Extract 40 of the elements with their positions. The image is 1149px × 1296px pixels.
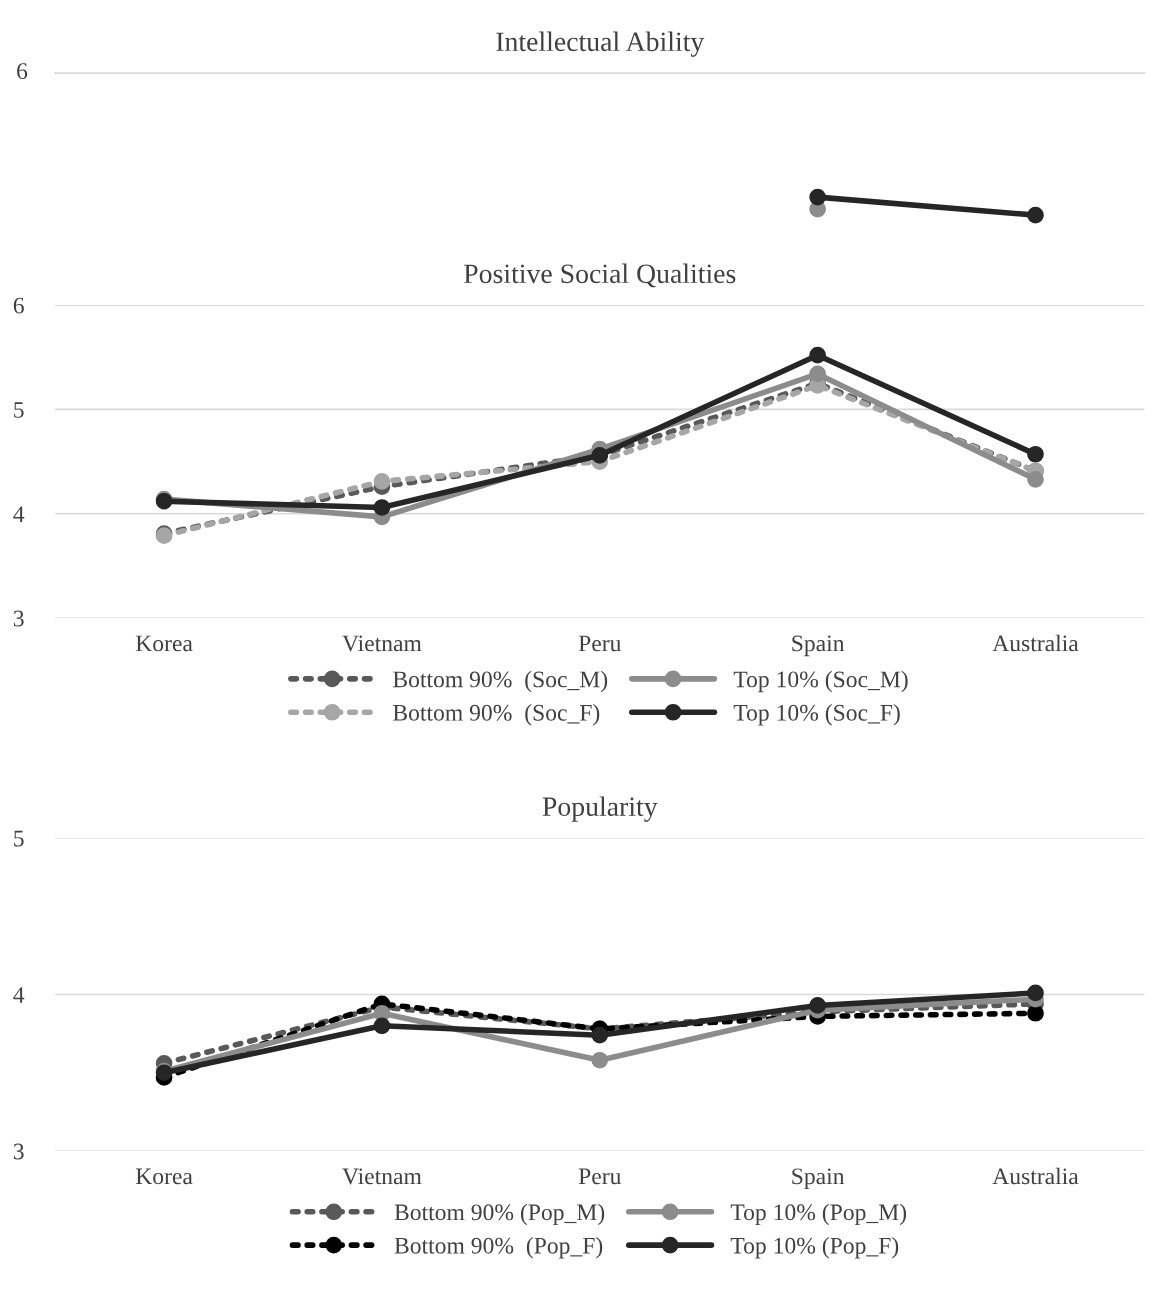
point	[809, 997, 826, 1014]
chart-title: Positive Social Qualities	[464, 263, 736, 288]
y-tick-label: 6	[13, 297, 24, 314]
point	[591, 1026, 609, 1044]
x-tick-label: Spain	[792, 635, 845, 657]
point	[373, 499, 391, 516]
x-tick-label: Australia	[992, 634, 1079, 652]
point	[809, 365, 826, 383]
y-tick-label: 4	[13, 506, 25, 522]
point	[373, 1017, 391, 1035]
point	[1027, 470, 1044, 488]
y-tick-label: 3	[13, 610, 24, 627]
point	[1027, 984, 1044, 1002]
x-tick-label: Spain	[792, 1168, 845, 1190]
point	[1027, 445, 1044, 463]
legend-label: Top 10% (Soc_F)	[733, 704, 900, 726]
x-tick-label: Peru	[578, 635, 622, 652]
legend-label: Top 10% (Soc_M)	[733, 670, 908, 693]
point	[1027, 1004, 1044, 1022]
legend-label: Top 10% (Pop_M)	[730, 1203, 907, 1226]
legend-label: Bottom 90% (Pop_F)	[394, 1237, 603, 1259]
x-tick-label: Vietnam	[342, 1168, 422, 1185]
y-tick-label: 5	[14, 402, 24, 418]
chart-title: Intellectual Ability	[496, 31, 705, 57]
y-tick-label: 3	[13, 1143, 24, 1160]
legend-label: Bottom 90% (Pop_M)	[394, 1203, 605, 1226]
x-tick-label: Korea	[135, 635, 193, 652]
x-tick-label: Vietnam	[342, 635, 422, 652]
point	[809, 346, 826, 364]
chart-title: Popularity	[542, 796, 658, 822]
y-tick-label: 4	[13, 987, 25, 1003]
x-tick-label: Peru	[578, 1168, 622, 1185]
point	[591, 1051, 609, 1069]
point	[373, 473, 391, 490]
legend-label: Bottom 90% (Soc_M)	[393, 670, 608, 693]
x-tick-label: Australia	[992, 1167, 1079, 1185]
y-tick-label: 5	[14, 830, 24, 847]
x-tick-label: Korea	[135, 1168, 193, 1185]
legend-label: Bottom 90% (Soc_F)	[393, 704, 600, 726]
legend-label: Top 10% (Pop_F)	[730, 1237, 899, 1259]
